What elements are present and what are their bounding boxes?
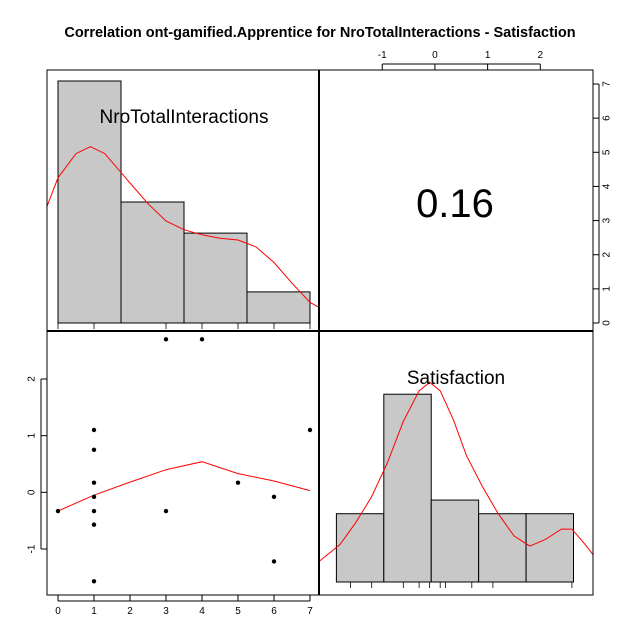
scatter-panel: 0 1 2 3 4 5 6 7 -1 0 1 2 [27, 337, 313, 617]
x-axis-tick-label: 2 [127, 606, 133, 617]
right-axis-tick-label: 5 [602, 149, 613, 155]
histogram-bar [383, 393, 432, 583]
scatter-point [163, 337, 169, 342]
top-axis-tick-label: 0 [432, 50, 438, 61]
y-axis-tick-label: 1 [27, 432, 38, 438]
scatter-point [91, 579, 97, 584]
scatter-point [91, 427, 97, 433]
histogram-bar [57, 80, 122, 324]
hist-panel-nrototalinteractions [47, 80, 319, 329]
scatter-point [91, 494, 97, 500]
scatter-point [91, 447, 97, 453]
histogram-bar [183, 232, 248, 324]
right-axis-tick-label: 0 [602, 320, 613, 326]
variable-label-nrototalinteractions: NroTotalInteractions [100, 107, 269, 128]
right-axis-tick-label: 1 [602, 286, 613, 292]
scatter-point [235, 480, 241, 485]
chart-title: Correlation ont-gamified.Apprentice for … [64, 25, 575, 41]
top-axis-tick-label: -1 [378, 50, 387, 61]
histogram-bar [335, 513, 385, 583]
smooth-line [57, 461, 311, 512]
histogram-bar [120, 201, 185, 324]
scatter-point [307, 427, 313, 433]
variable-label-satisfaction: Satisfaction [407, 368, 505, 389]
scatter-point [271, 494, 277, 500]
x-axis-tick-label: 0 [55, 606, 61, 617]
top-axis-tick-label: 2 [538, 50, 544, 61]
y-axis-tick-label: -1 [27, 544, 38, 553]
histogram-bar [525, 513, 575, 583]
hist-panel-satisfaction [319, 381, 593, 588]
x-axis-tick-label: 5 [235, 606, 241, 617]
y-axis-tick-label: 0 [27, 489, 38, 495]
scatter-point [91, 522, 97, 527]
x-axis-tick-label: 7 [307, 606, 313, 617]
scatter-point [55, 508, 61, 514]
right-axis-tick-label: 2 [602, 251, 613, 257]
x-axis-tick-label: 4 [199, 606, 205, 617]
correlation-value: 0.16 [416, 182, 494, 226]
scatter-point [199, 337, 205, 342]
histogram-bar [478, 513, 527, 583]
x-axis-tick-label: 1 [91, 606, 97, 617]
top-axis-tick-label: 1 [485, 50, 491, 61]
scatter-point [271, 559, 277, 564]
scatter-point [163, 508, 169, 514]
scatter-point [91, 508, 97, 514]
right-axis-tick-label: 6 [602, 115, 613, 121]
right-axis-tick-label: 4 [602, 183, 613, 189]
density-curve [319, 381, 593, 562]
y-axis-tick-label: 2 [27, 376, 38, 382]
density-curve [47, 146, 319, 309]
histogram-bar [430, 499, 480, 583]
x-axis-tick-label: 6 [271, 606, 277, 617]
histogram-bar [246, 291, 311, 324]
scatter-point [91, 480, 97, 485]
right-axis-tick-label: 7 [602, 81, 613, 87]
correlation-panel: 0.16 -1 0 1 2 0 1 2 3 4 5 6 7 [378, 50, 613, 326]
x-axis-tick-label: 3 [163, 606, 169, 617]
panel-border [46, 330, 320, 596]
right-axis-tick-label: 3 [602, 217, 613, 223]
panel-frames [46, 69, 594, 596]
